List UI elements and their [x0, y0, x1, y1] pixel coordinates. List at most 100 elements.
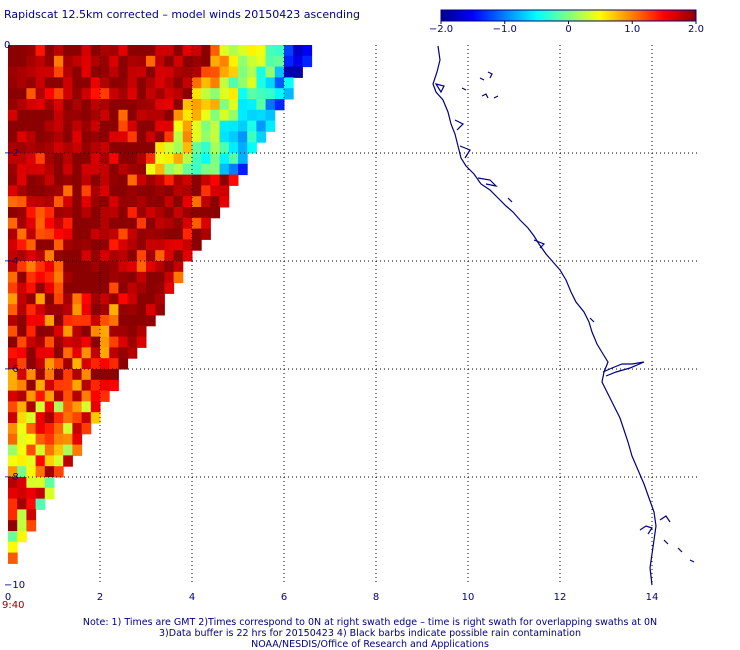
swath-cell	[72, 250, 83, 262]
swath-cell	[26, 455, 37, 467]
swath-cell	[44, 261, 55, 273]
swath-cell	[136, 163, 147, 176]
swath-cell	[72, 325, 83, 338]
swath-cell	[26, 66, 37, 78]
swath-cell	[54, 207, 64, 219]
swath-cell	[109, 131, 119, 143]
swath-cell	[173, 45, 184, 57]
swath-cell	[72, 304, 83, 316]
swath-cell	[136, 88, 147, 100]
swath-cell	[109, 261, 119, 273]
swath-cell	[26, 509, 37, 521]
swath-cell	[127, 207, 138, 219]
swath-cell	[44, 358, 55, 370]
swath-cell	[219, 174, 230, 186]
swath-cell	[192, 66, 202, 78]
swath-cell	[100, 196, 110, 208]
swath-cell	[118, 207, 129, 219]
swath-cell	[155, 109, 165, 122]
swath-cell	[54, 77, 64, 89]
swath-cell	[63, 412, 73, 424]
swath-cell	[136, 196, 147, 208]
swath-cell	[173, 239, 184, 251]
swath-cell	[35, 325, 46, 338]
swath-cell	[173, 109, 184, 122]
swath-cell	[8, 282, 18, 294]
swath-cell	[155, 217, 165, 230]
swath-cell	[81, 228, 92, 240]
swath-cell	[182, 77, 193, 89]
swath-cell	[127, 239, 138, 251]
swath-cell	[155, 250, 165, 262]
swath-cell	[26, 498, 37, 510]
swath-cell	[127, 261, 138, 273]
swath-cell	[109, 217, 119, 230]
swath-cell	[26, 109, 37, 122]
swath-cell	[90, 401, 101, 413]
swath-cell	[173, 207, 184, 219]
swath-cell	[109, 325, 119, 338]
swath-cell	[26, 239, 37, 251]
swath-cell	[81, 271, 92, 284]
swath-cell	[173, 185, 184, 197]
swath-cell	[192, 45, 202, 57]
swath-cell	[63, 390, 73, 402]
swath-cell	[17, 293, 27, 305]
swath-cell	[72, 77, 83, 89]
swath-cell	[8, 55, 18, 68]
swath-cell	[210, 142, 221, 154]
swath-cell	[100, 261, 110, 273]
swath-cell	[210, 45, 221, 57]
swath-cell	[155, 261, 165, 273]
swath-cell	[210, 153, 221, 165]
swath-cell	[17, 228, 27, 240]
swath-cell	[26, 315, 37, 327]
swath-cell	[63, 131, 73, 143]
swath-cell	[256, 120, 267, 132]
swath-cell	[26, 228, 37, 240]
swath-cell	[228, 45, 239, 57]
swath-cell	[210, 174, 221, 186]
swath-cell	[35, 109, 46, 122]
swath-cell	[201, 207, 211, 219]
swath-cell	[81, 45, 92, 57]
swath-cell	[164, 271, 175, 284]
swath-cell	[17, 109, 27, 122]
swath-cell	[109, 358, 119, 370]
swath-cell	[81, 109, 92, 122]
swath-cell	[44, 153, 55, 165]
x-axis-ticks: 0 2 4 6 8 10 12 14	[5, 592, 659, 603]
swath-cell	[136, 55, 147, 68]
swath-cell	[256, 88, 267, 100]
swath-cell	[54, 358, 64, 370]
swath-cell	[17, 250, 27, 262]
swath-cell	[63, 174, 73, 186]
swath-cell	[90, 66, 101, 78]
swath-cell	[54, 239, 64, 251]
swath-cell	[44, 466, 55, 478]
swath-cell	[155, 120, 165, 132]
swath-cell	[72, 347, 83, 359]
y-tick-label: 0	[4, 40, 10, 51]
swath-cell	[44, 163, 55, 176]
swath-cell	[8, 358, 18, 370]
swath-cell	[201, 77, 211, 89]
swath-cell	[219, 163, 230, 176]
swath-cell	[109, 77, 119, 89]
swath-cell	[81, 77, 92, 89]
swath-cell	[35, 120, 46, 132]
swath-cell	[182, 88, 193, 100]
swath-cell	[26, 477, 37, 489]
swath-cell	[109, 109, 119, 122]
swath-cell	[63, 401, 73, 413]
swath-cell	[90, 217, 101, 230]
swath-cell	[17, 401, 27, 413]
swath-cell	[63, 55, 73, 68]
swath-cell	[90, 99, 101, 111]
swath-cell	[173, 261, 184, 273]
swath-cell	[26, 423, 37, 435]
swath-cell	[90, 153, 101, 165]
swath-cell	[44, 455, 55, 467]
swath-cell	[164, 185, 175, 197]
swath-cell	[8, 304, 18, 316]
